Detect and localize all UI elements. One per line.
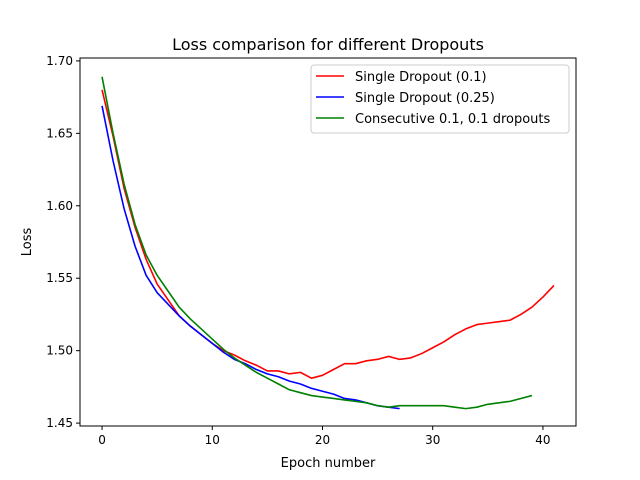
y-tick-label: 1.60 bbox=[46, 199, 73, 213]
y-tick-label: 1.55 bbox=[46, 271, 73, 285]
x-tick-label: 0 bbox=[98, 433, 106, 447]
legend-box bbox=[310, 64, 570, 134]
x-axis-label: Epoch number bbox=[281, 456, 376, 471]
legend: Single Dropout (0.1) Single Dropout (0.25… bbox=[310, 64, 570, 134]
x-axis: 0 10 20 30 40 bbox=[98, 426, 551, 447]
chart-title: Loss comparison for different Dropouts bbox=[172, 35, 484, 54]
series-line-2 bbox=[101, 105, 400, 410]
x-tick-label: 30 bbox=[425, 433, 440, 447]
legend-label-3: Consecutive 0.1, 0.1 dropouts bbox=[355, 112, 551, 127]
x-tick-label: 40 bbox=[535, 433, 550, 447]
x-tick-label: 20 bbox=[315, 433, 330, 447]
y-axis: 1.45 1.50 1.55 1.60 1.65 1.70 bbox=[46, 54, 80, 430]
y-tick-label: 1.65 bbox=[46, 126, 73, 140]
y-tick-label: 1.50 bbox=[46, 344, 73, 358]
series-layer bbox=[101, 76, 555, 410]
y-tick-label: 1.45 bbox=[46, 416, 73, 430]
y-axis-label: Loss bbox=[20, 228, 35, 257]
plot-frame bbox=[79, 57, 577, 427]
x-tick-label: 10 bbox=[205, 433, 220, 447]
legend-label-2: Single Dropout (0.25) bbox=[355, 91, 495, 106]
series-line-3 bbox=[101, 76, 533, 410]
legend-label-1: Single Dropout (0.1) bbox=[355, 70, 487, 85]
y-tick-label: 1.70 bbox=[46, 54, 73, 68]
